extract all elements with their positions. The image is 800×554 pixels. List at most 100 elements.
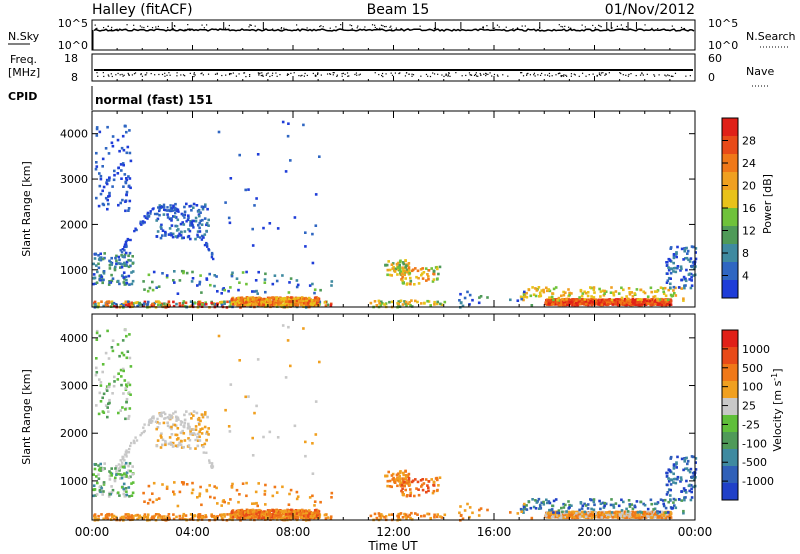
range-gate-point bbox=[411, 268, 415, 272]
range-gate-point bbox=[622, 500, 625, 504]
range-gate-point bbox=[173, 423, 177, 427]
nave-point bbox=[527, 72, 529, 75]
nave-point bbox=[133, 73, 136, 75]
range-gate-point bbox=[669, 300, 673, 303]
range-gate-point bbox=[178, 441, 181, 445]
range-gate-point bbox=[112, 514, 116, 518]
range-gate-point bbox=[122, 276, 125, 279]
range-gate-point bbox=[127, 517, 130, 521]
range-gate-point bbox=[198, 430, 201, 434]
range-gate-point bbox=[200, 223, 204, 226]
range-gate-point bbox=[628, 299, 632, 302]
range-gate-point bbox=[564, 291, 567, 294]
range-gate-point bbox=[125, 490, 128, 493]
range-gate-point bbox=[242, 515, 246, 519]
range-gate-point bbox=[648, 299, 652, 303]
range-gate-point bbox=[402, 261, 405, 264]
range-gate-point bbox=[99, 174, 103, 178]
range-gate-point bbox=[531, 498, 534, 501]
range-gate-point bbox=[635, 514, 639, 517]
range-gate-point bbox=[630, 291, 633, 294]
range-gate-point bbox=[172, 423, 175, 426]
range-gate-point bbox=[545, 286, 548, 290]
range-gate-point bbox=[380, 513, 383, 516]
range-gate-point bbox=[180, 236, 184, 240]
range-gate-point bbox=[406, 264, 410, 267]
nsearch-tick-bottom: 10^0 bbox=[708, 39, 738, 52]
range-gate-point bbox=[288, 300, 292, 303]
range-gate-point bbox=[640, 515, 644, 519]
range-gate-point bbox=[330, 491, 334, 495]
range-gate-point bbox=[108, 382, 111, 386]
range-gate-point bbox=[182, 271, 185, 275]
range-gate-point bbox=[653, 290, 657, 293]
range-gate-point bbox=[204, 411, 207, 414]
range-gate-point bbox=[243, 511, 247, 514]
range-gate-point bbox=[235, 299, 239, 303]
range-gate-point bbox=[266, 509, 270, 512]
range-gate-point bbox=[148, 286, 152, 290]
range-gate-point bbox=[295, 509, 298, 513]
nave-point bbox=[258, 73, 260, 75]
range-gate-point bbox=[529, 506, 533, 510]
range-gate-point bbox=[102, 304, 105, 308]
range-gate-point bbox=[679, 265, 683, 268]
range-gate-point bbox=[95, 126, 99, 129]
range-gate-point bbox=[151, 500, 155, 504]
range-gate-point bbox=[100, 486, 103, 490]
range-gate-point bbox=[175, 224, 179, 228]
y-tick-label: 1000 bbox=[60, 264, 88, 277]
range-gate-point bbox=[127, 417, 130, 420]
range-gate-point bbox=[147, 273, 151, 277]
range-gate-point bbox=[283, 296, 287, 300]
nave-point bbox=[97, 75, 99, 77]
range-gate-point bbox=[165, 209, 169, 212]
range-gate-point bbox=[110, 141, 114, 145]
nave-point bbox=[551, 75, 553, 77]
range-gate-point bbox=[673, 477, 677, 481]
range-gate-point bbox=[228, 518, 232, 521]
nave-point bbox=[493, 73, 496, 76]
range-gate-point bbox=[143, 215, 146, 218]
range-gate-point bbox=[176, 427, 180, 430]
range-gate-point bbox=[669, 286, 672, 289]
range-gate-point bbox=[276, 296, 280, 300]
range-gate-point bbox=[616, 298, 619, 301]
range-gate-point bbox=[458, 299, 461, 302]
range-gate-point bbox=[185, 220, 188, 223]
range-gate-point bbox=[680, 287, 683, 290]
range-gate-point bbox=[670, 507, 674, 510]
range-gate-point bbox=[123, 489, 126, 493]
range-gate-point bbox=[242, 303, 246, 306]
nave-point bbox=[448, 72, 450, 74]
range-gate-point bbox=[386, 268, 390, 272]
range-gate-point bbox=[674, 270, 678, 274]
range-gate-point bbox=[253, 290, 256, 293]
range-gate-point bbox=[200, 503, 203, 507]
range-gate-point bbox=[122, 369, 125, 373]
range-gate-point bbox=[664, 298, 667, 302]
range-gate-point bbox=[204, 514, 207, 517]
nave-point bbox=[529, 74, 532, 76]
range-gate-point bbox=[564, 513, 567, 516]
range-gate-point bbox=[388, 485, 392, 488]
range-gate-point bbox=[532, 505, 536, 509]
range-gate-point bbox=[628, 302, 631, 305]
range-gate-point bbox=[425, 490, 428, 494]
range-gate-point bbox=[226, 300, 229, 304]
range-gate-point bbox=[143, 221, 146, 224]
range-gate-point bbox=[143, 300, 147, 304]
range-gate-point bbox=[591, 301, 595, 304]
range-gate-point bbox=[673, 292, 676, 295]
nave-point bbox=[193, 75, 195, 78]
range-gate-point bbox=[396, 273, 399, 276]
nsearch-point bbox=[224, 27, 227, 29]
nave-point bbox=[150, 72, 152, 75]
range-gate-point bbox=[196, 439, 200, 442]
range-gate-point bbox=[404, 482, 407, 485]
range-gate-point bbox=[137, 303, 141, 307]
range-gate-point bbox=[527, 500, 531, 504]
range-gate-point bbox=[95, 404, 98, 407]
nsearch-point bbox=[116, 28, 118, 30]
range-gate-point bbox=[158, 213, 161, 217]
